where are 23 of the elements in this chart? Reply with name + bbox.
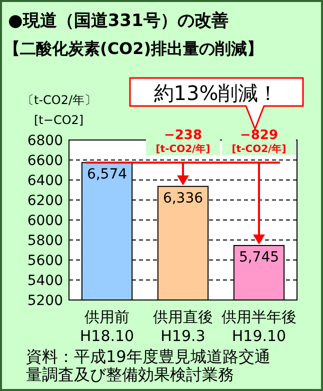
y-tick-label: 6800 <box>27 133 63 149</box>
text: 資料：平成19年度豊見城道路交通量調査及び整備効果検討業務 <box>26 347 270 384</box>
annotation: −829 [t-CO2/年] <box>232 128 286 155</box>
y-tick-label: 6600 <box>27 153 63 169</box>
data-label: 6,574 <box>86 166 128 183</box>
text: 〔t-CO2/年〕 <box>22 93 97 107</box>
y-axis-title: [t−CO2] <box>34 113 84 127</box>
y-tick-label: 5600 <box>27 253 63 269</box>
x-tick-label: 供用前 H18.10 <box>80 308 134 345</box>
x-tick-label: 供用半年後 H19.10 <box>222 308 296 345</box>
y-tick-label: 5200 <box>27 293 63 309</box>
x-tick-label: 供用直後 H19.3 <box>153 308 213 345</box>
data-label: 6,336 <box>162 190 204 206</box>
text: 約13%削減！ <box>154 81 278 105</box>
chart-title: ●現道（国道331号）の改善 <box>8 10 228 31</box>
y-tick-label: 5400 <box>27 273 63 289</box>
y-tick-label: 6200 <box>27 193 63 209</box>
annotation: −238 [t-CO2/年] <box>156 128 210 155</box>
y-tick-label: 6000 <box>27 213 63 229</box>
chart-subtitle: 【二酸化炭素(CO2)排出量の削減】 <box>4 39 264 58</box>
data-label: 5,745 <box>238 250 280 266</box>
y-tick-label: 6400 <box>27 173 63 189</box>
y-tick-label: 5800 <box>27 233 63 249</box>
